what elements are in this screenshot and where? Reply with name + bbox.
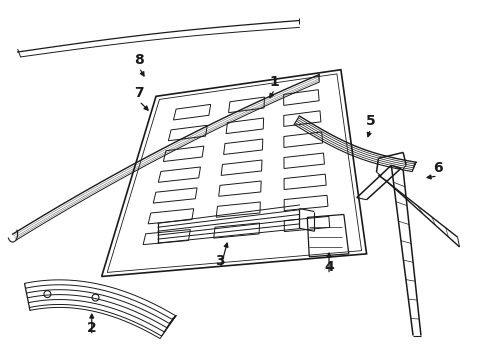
Text: 3: 3 [215,254,224,268]
Text: 6: 6 [432,161,442,175]
Text: 4: 4 [324,260,333,274]
Text: 5: 5 [365,114,375,128]
Text: 8: 8 [134,53,144,67]
Text: 2: 2 [87,321,97,335]
Text: 7: 7 [134,86,144,100]
Text: 1: 1 [269,75,279,89]
